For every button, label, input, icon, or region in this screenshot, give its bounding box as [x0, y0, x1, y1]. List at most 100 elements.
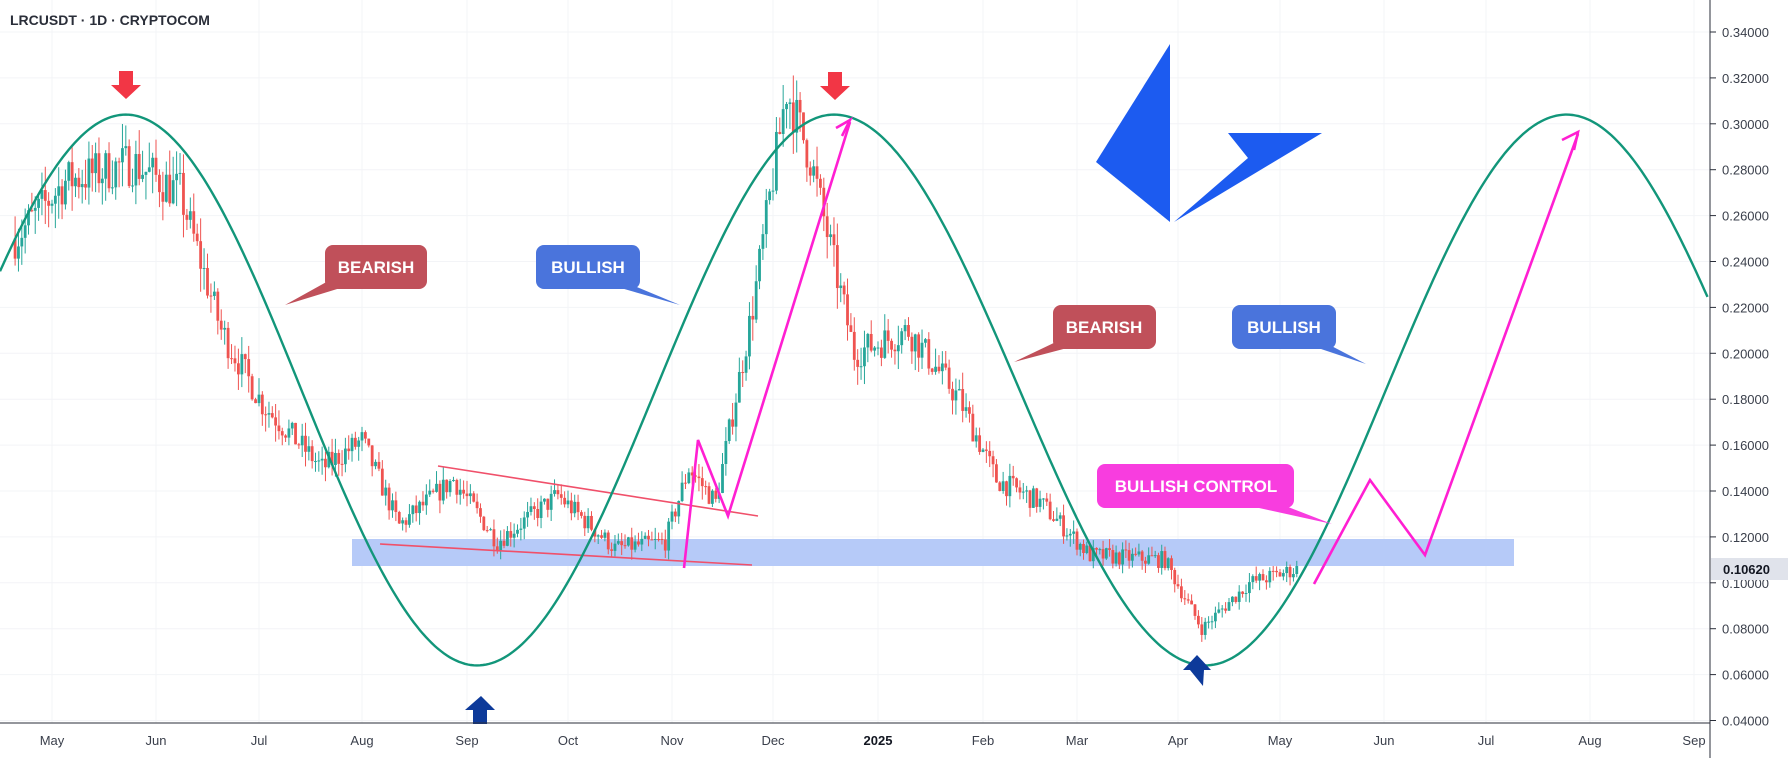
candle — [835, 223, 839, 309]
candle — [859, 347, 863, 380]
price-axis[interactable]: 0.34000 0.32000 0.30000 0.28000 0.26000 0.240… — [1710, 25, 1769, 729]
candle — [1268, 567, 1272, 588]
candle — [317, 451, 321, 472]
candle-body — [802, 112, 805, 141]
candle — [1147, 547, 1151, 565]
candle — [522, 511, 526, 540]
candle — [900, 328, 904, 354]
candle — [1258, 572, 1261, 591]
candle-body — [485, 530, 489, 532]
candle-body — [468, 493, 472, 497]
candle — [721, 453, 724, 494]
bullish-control-label-text: BULLISH CONTROL — [1115, 477, 1277, 496]
candle-body — [737, 372, 741, 403]
candle — [161, 171, 165, 221]
candle-body — [866, 333, 870, 348]
candle — [876, 341, 880, 356]
candle-body — [522, 517, 526, 529]
candle — [590, 511, 593, 532]
time-axis[interactable]: May Jun Jul Aug Sep Oct Nov Dec 2025 Feb Mar Apr May… — [40, 733, 1706, 748]
candle-body — [1295, 566, 1299, 575]
candle-body — [566, 500, 570, 505]
candle-body — [583, 515, 587, 529]
candle-body — [230, 358, 233, 360]
candle — [445, 479, 449, 499]
candle-body — [384, 487, 388, 496]
candle-body — [178, 172, 182, 174]
candle-body — [1183, 598, 1187, 600]
candle-body — [539, 501, 543, 519]
candle-body — [280, 431, 284, 436]
candle — [1193, 603, 1197, 620]
candle — [961, 372, 965, 423]
last-price-tag: 0.10620 — [1711, 558, 1788, 580]
candle — [1183, 590, 1187, 606]
candle — [737, 357, 741, 403]
candle — [532, 502, 536, 520]
candle-body — [330, 451, 334, 466]
candle-body — [448, 481, 452, 493]
candle-body — [913, 334, 917, 352]
candle-body — [110, 187, 114, 189]
last-price-value: 0.10620 — [1723, 562, 1770, 577]
candle — [314, 452, 317, 472]
candle — [1248, 573, 1251, 603]
candle — [954, 378, 958, 415]
candle — [1241, 591, 1244, 598]
candle-body — [1134, 553, 1138, 555]
candle — [1210, 615, 1214, 630]
candle-body — [387, 487, 391, 511]
candle — [431, 488, 435, 494]
candle-body — [1186, 599, 1190, 601]
candle-body — [700, 478, 704, 487]
candle — [1117, 551, 1121, 570]
candle-body — [1224, 608, 1227, 611]
candle — [144, 171, 148, 200]
candle — [363, 430, 367, 444]
arrow-down-red-icon — [820, 72, 850, 100]
candle — [414, 495, 418, 522]
candle — [825, 202, 829, 259]
candle — [1190, 594, 1193, 605]
candle — [387, 483, 391, 520]
candle-body — [1078, 543, 1082, 550]
candle — [107, 142, 111, 193]
candle-body — [1072, 531, 1076, 534]
candle — [1137, 543, 1141, 557]
candle — [626, 536, 630, 547]
candle — [937, 355, 941, 374]
candle-body — [637, 541, 640, 545]
candle-body — [509, 531, 513, 538]
candle-body — [350, 437, 354, 452]
x-tick-label: May — [1268, 733, 1293, 748]
candle-body — [600, 535, 603, 538]
candle-body — [223, 327, 227, 330]
candle — [1011, 465, 1015, 486]
candle — [104, 150, 108, 201]
arrow-up-blue-icon — [1183, 655, 1211, 686]
candle — [991, 450, 995, 478]
candle-body — [80, 184, 84, 188]
candle-body — [940, 363, 944, 372]
candle — [934, 348, 937, 375]
candle-body — [781, 109, 785, 135]
candle — [1197, 610, 1200, 629]
candle-body — [1085, 545, 1089, 554]
candle-body — [158, 174, 161, 193]
candle — [663, 529, 667, 558]
candle-body — [87, 158, 91, 188]
x-tick-label: Feb — [972, 733, 994, 748]
candle — [670, 504, 674, 530]
candle-body — [421, 501, 425, 506]
candle — [209, 283, 213, 313]
candle — [424, 484, 428, 515]
candle-body — [30, 210, 34, 212]
candle — [988, 441, 992, 468]
candle — [1200, 616, 1204, 642]
candle — [832, 217, 836, 267]
candle — [206, 253, 209, 299]
candle — [1288, 564, 1292, 586]
plot-area[interactable] — [0, 0, 1710, 723]
candle — [1065, 528, 1069, 541]
